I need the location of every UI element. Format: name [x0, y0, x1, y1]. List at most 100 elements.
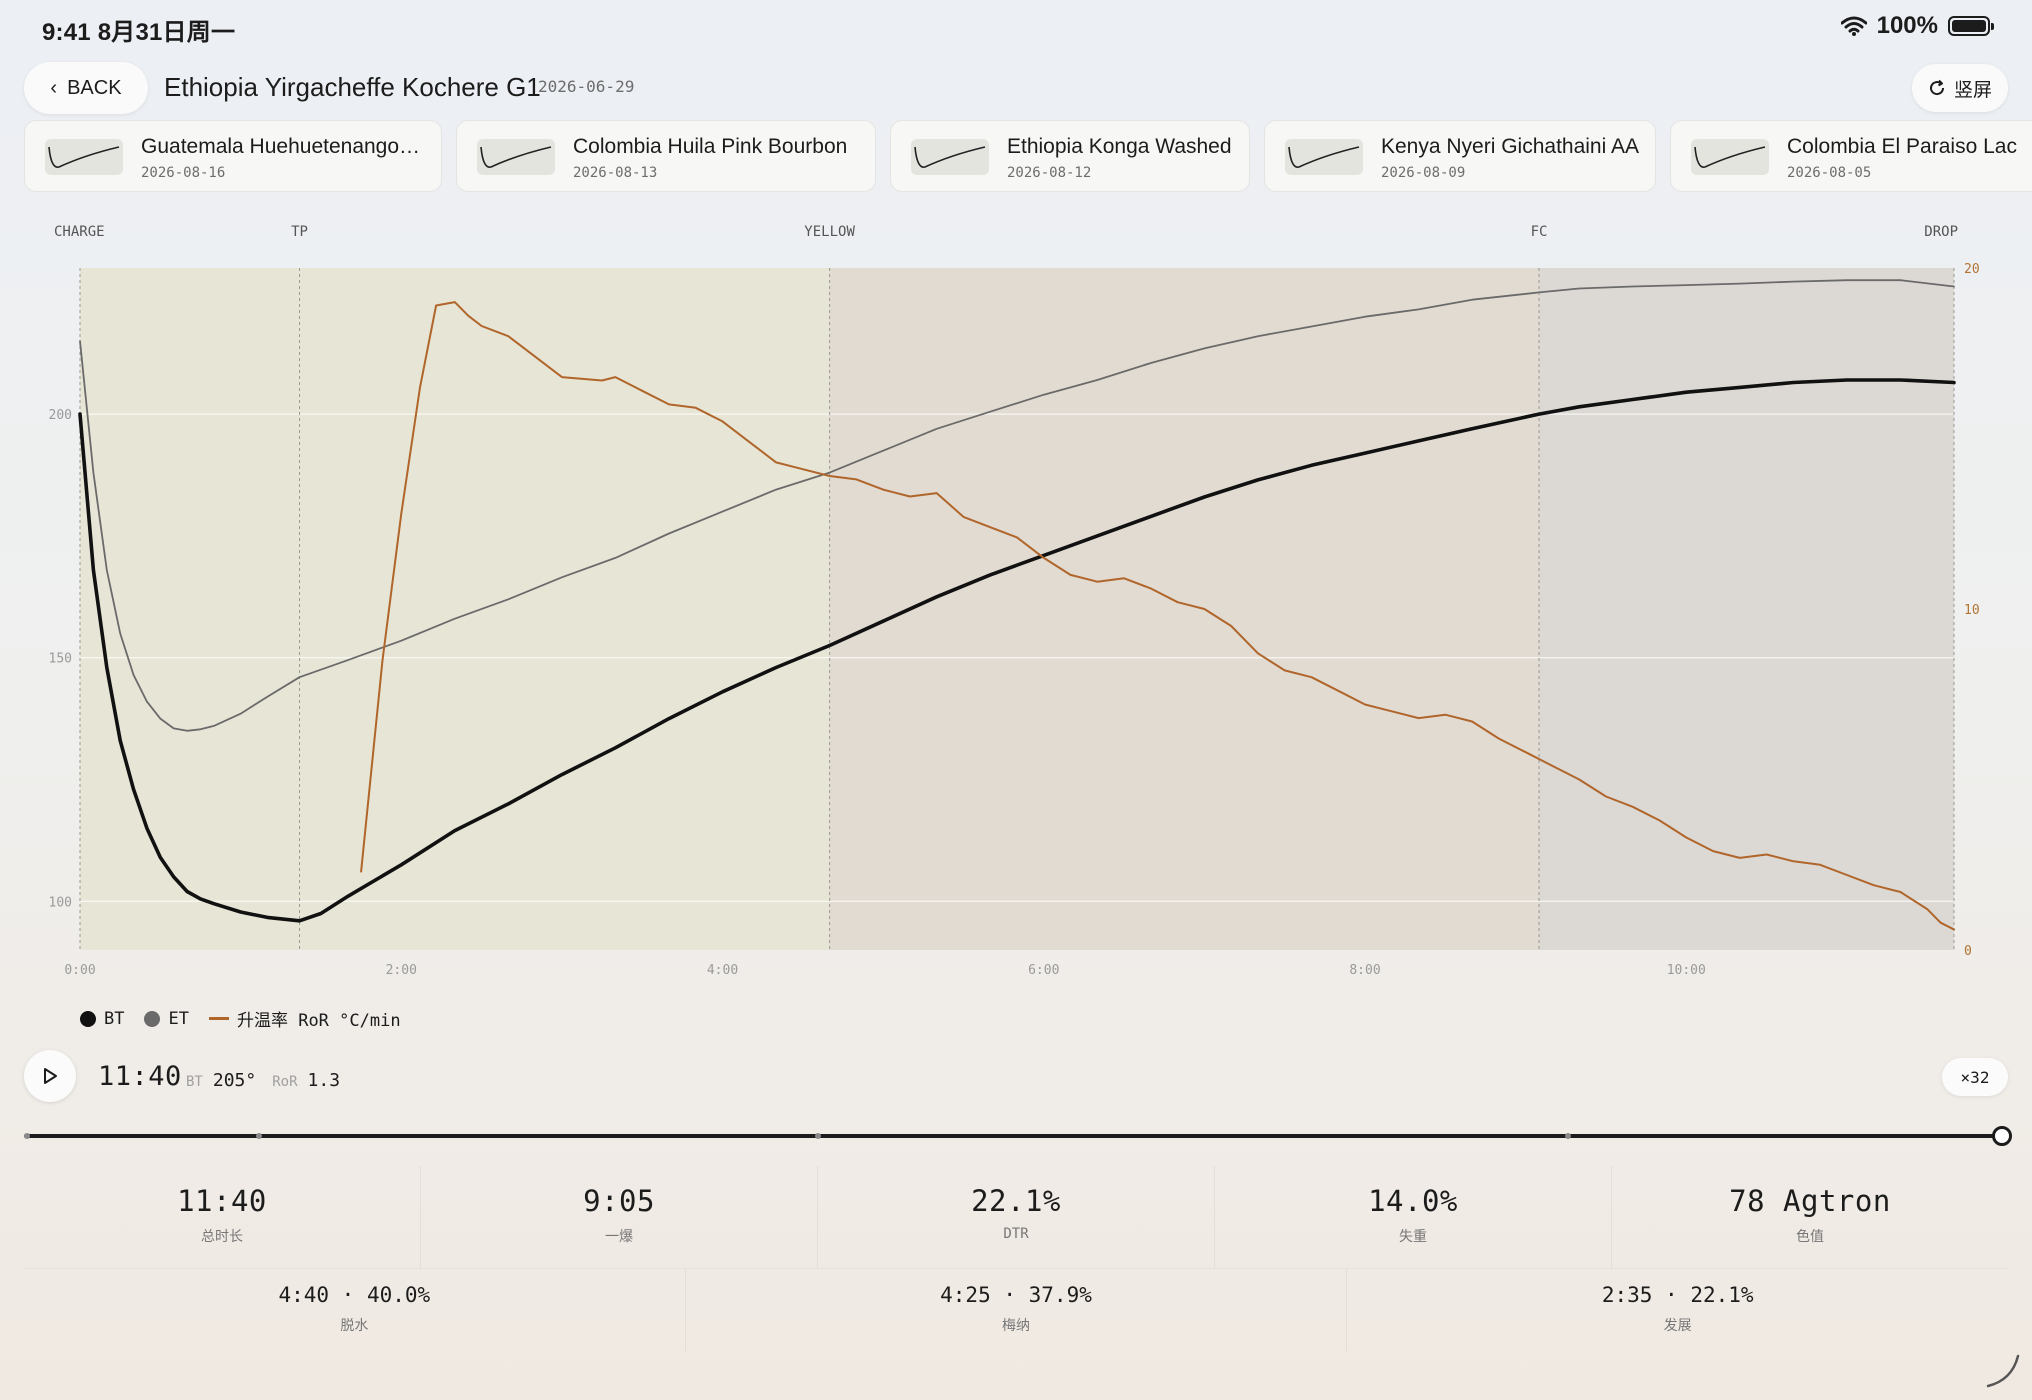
- phase-label: 梅纳: [1002, 1318, 1030, 1334]
- stat-label: 失重: [1399, 1229, 1427, 1245]
- battery-percent: 100%: [1876, 12, 1938, 39]
- play-icon: [44, 1068, 57, 1084]
- stat-value: 14.0%: [1368, 1184, 1458, 1218]
- play-button[interactable]: [24, 1050, 76, 1102]
- phase-label: 脱水: [340, 1318, 369, 1334]
- roast-profile-chart[interactable]: CHARGE TP YELLOW FC DROP 100 150 200 0 10 20 0:00 2…: [0, 210, 2032, 990]
- timeline-scrubber[interactable]: [24, 1126, 2012, 1146]
- history-date: 2026-08-12: [1007, 165, 1092, 181]
- scrubber-event-marker: [256, 1133, 262, 1139]
- profile-thumbnail-icon: [911, 139, 989, 175]
- roast-date: 2026-06-29: [538, 77, 635, 96]
- history-strip: Guatemala Huehuetenango… 2026-08-16 Colo…: [24, 120, 2032, 192]
- ror-readout-label: RoR: [272, 1074, 298, 1090]
- legend-ror-label: 升温率 RoR °C/min: [236, 1011, 401, 1031]
- roast-title: Ethiopia Yirgacheffe Kochere G1: [164, 72, 541, 102]
- roast-stats: 11:40 总时长 9:05 一爆 22.1% DTR 14.0% 失重 78 …: [24, 1166, 2008, 1268]
- history-name: Colombia Huila Pink Bourbon: [573, 135, 848, 158]
- phase-value: 4:40 · 40.0%: [278, 1283, 431, 1307]
- playback-speed-button[interactable]: ×32: [1942, 1058, 2008, 1096]
- ror-dash-icon: [208, 1017, 229, 1020]
- phase-maillard: 4:25 · 37.9% 梅纳: [686, 1269, 1348, 1352]
- x-tick-label: 6:00: [1028, 963, 1059, 978]
- history-name: Colombia El Paraiso Lac: [1787, 135, 2017, 158]
- back-label: BACK: [67, 76, 122, 99]
- ror-tick-label: 0: [1964, 944, 1972, 959]
- legend-bt-label: BT: [104, 1008, 125, 1029]
- stat-value: 11:40: [177, 1184, 267, 1218]
- ror-readout-value: 1.3: [307, 1070, 341, 1091]
- chevron-left-icon: ‹: [50, 76, 58, 99]
- scrubber-event-marker: [1565, 1133, 1571, 1139]
- stat-label: DTR: [1003, 1226, 1029, 1242]
- phase-value: 4:25 · 37.9%: [940, 1283, 1092, 1307]
- env-temp-line: [79, 279, 1955, 732]
- event-label: FC: [1531, 224, 1548, 240]
- y-tick-label: 100: [49, 895, 72, 910]
- event-label: DROP: [1924, 224, 1958, 240]
- stat-label: 总时长: [201, 1229, 243, 1245]
- chart-legend: BT ET 升温率 RoR °C/min: [80, 1006, 401, 1031]
- history-card[interactable]: Kenya Nyeri Gichathaini AA 2026-08-09: [1264, 120, 1656, 192]
- y-tick-label: 150: [49, 652, 72, 667]
- stat-weight-loss: 14.0% 失重: [1215, 1166, 1612, 1268]
- phase-drying: 4:40 · 40.0% 脱水: [24, 1269, 686, 1352]
- phase-band: [829, 268, 1540, 950]
- legend-et-label: ET: [168, 1008, 189, 1029]
- scrubber-thumb[interactable]: [1992, 1126, 2012, 1146]
- scrubber-event-marker: [815, 1133, 821, 1139]
- history-date: 2026-08-05: [1787, 165, 1872, 181]
- phase-band: [1539, 268, 1954, 950]
- bt-readout-label: BT: [186, 1074, 203, 1090]
- event-label: CHARGE: [54, 224, 105, 240]
- x-tick-label: 0:00: [64, 963, 95, 978]
- scrubber-track[interactable]: [24, 1134, 2008, 1138]
- portrait-orientation-button[interactable]: 竖屏: [1912, 64, 2008, 112]
- history-card[interactable]: Guatemala Huehuetenango… 2026-08-16: [24, 120, 442, 192]
- profile-thumbnail-icon: [45, 139, 123, 175]
- profile-thumbnail-icon: [1691, 139, 1769, 175]
- stat-label: 一爆: [605, 1229, 633, 1245]
- playhead-readout: BT 205° RoR 1.3: [186, 1070, 340, 1091]
- legend-ror: 升温率 RoR °C/min: [208, 1006, 401, 1031]
- x-tick-label: 8:00: [1349, 963, 1380, 978]
- stat-color: 78 Agtron 色值: [1612, 1166, 2008, 1268]
- history-date: 2026-08-09: [1381, 165, 1466, 181]
- x-tick-label: 4:00: [707, 963, 738, 978]
- rotate-icon: [1930, 79, 1944, 96]
- ror-line: [360, 301, 1955, 931]
- stat-first-crack: 9:05 一爆: [421, 1166, 818, 1268]
- scrubber-event-marker: [24, 1133, 30, 1139]
- history-name: Guatemala Huehuetenango…: [141, 135, 421, 158]
- playhead-time: 11:40: [98, 1061, 182, 1092]
- event-label: YELLOW: [804, 224, 855, 240]
- stat-value: 78 Agtron: [1729, 1184, 1891, 1218]
- bt-readout-value: 205°: [212, 1070, 257, 1091]
- bean-temp-line: [78, 378, 1956, 923]
- status-time-date: 9:41 8月31日周一: [42, 19, 236, 46]
- resize-handle-icon[interactable]: [1982, 1350, 2022, 1390]
- wifi-icon: [1840, 16, 1867, 36]
- phase-value: 2:35 · 22.1%: [1601, 1283, 1754, 1307]
- stat-total-time: 11:40 总时长: [24, 1166, 421, 1268]
- status-indicators: 100%: [1840, 12, 1994, 40]
- back-button[interactable]: ‹ BACK: [24, 62, 148, 114]
- stat-value: 9:05: [583, 1184, 655, 1218]
- history-card[interactable]: Colombia El Paraiso Lac 2026-08-05: [1670, 120, 2032, 192]
- y-tick-label: 200: [49, 408, 72, 423]
- history-card[interactable]: Ethiopia Konga Washed 2026-08-12: [890, 120, 1250, 192]
- phase-label: 发展: [1663, 1318, 1692, 1334]
- status-bar: 9:41 8月31日周一 100%: [0, 0, 2032, 54]
- stat-dtr: 22.1% DTR: [818, 1166, 1215, 1268]
- phase-development: 2:35 · 22.1% 发展: [1347, 1269, 2008, 1352]
- history-card[interactable]: Colombia Huila Pink Bourbon 2026-08-13: [456, 120, 876, 192]
- ror-tick-label: 10: [1964, 603, 1980, 618]
- stat-label: 色值: [1796, 1229, 1824, 1245]
- history-date: 2026-08-16: [141, 165, 226, 181]
- x-tick-label: 2:00: [386, 963, 417, 978]
- portrait-label: 竖屏: [1953, 79, 1992, 101]
- history-name: Kenya Nyeri Gichathaini AA: [1381, 135, 1639, 158]
- event-label: TP: [291, 224, 308, 240]
- history-date: 2026-08-13: [573, 165, 658, 181]
- ror-tick-label: 20: [1964, 262, 1980, 277]
